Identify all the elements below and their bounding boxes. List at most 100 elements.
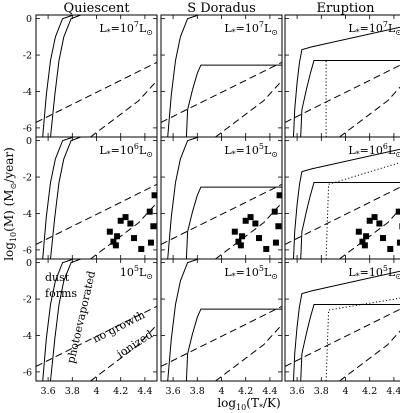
series-longdash-line xyxy=(161,61,282,123)
chart-panels: L*=107L⊙ L*=107L⊙ L*=107L⊙ L*=106L⊙ L*=105L⊙… xyxy=(35,14,400,382)
series-solid-line xyxy=(167,259,199,381)
data-point xyxy=(363,233,370,240)
luminosity-label: L*=107L⊙ xyxy=(99,20,153,37)
luminosity-label: L*=107L⊙ xyxy=(348,20,400,37)
x-axis-label: log10(T*/K) xyxy=(217,396,280,412)
y-tick-label: -4 xyxy=(23,87,32,98)
panel-r0-c1: L*=107L⊙ xyxy=(160,14,283,138)
x-tick-label: 4 xyxy=(342,386,348,397)
x-tick-label: 3.8 xyxy=(190,386,205,397)
series-dotted-line xyxy=(325,162,400,259)
x-tick-label: 3.6 xyxy=(290,386,305,397)
data-point xyxy=(256,235,263,242)
data-point xyxy=(359,238,366,245)
x-tick-label: 3.8 xyxy=(314,386,329,397)
luminosity-label: L*=106L⊙ xyxy=(99,142,153,159)
y-tick-label: -6 xyxy=(23,367,32,378)
y-tick-label: 0 xyxy=(26,136,32,147)
data-point xyxy=(151,192,157,199)
y-tick-label: -2 xyxy=(23,173,32,184)
data-point xyxy=(355,228,362,235)
data-point xyxy=(138,245,145,252)
series-longdash-line xyxy=(285,308,400,367)
data-point xyxy=(263,245,270,252)
series-longdash-line xyxy=(285,64,400,123)
panel-r0-c0: L*=107L⊙ xyxy=(35,14,158,138)
panel-r0-c2: L*=107L⊙ xyxy=(284,14,400,138)
data-point xyxy=(110,238,117,245)
column-title-2: Eruption xyxy=(317,1,376,16)
series-longdash-line xyxy=(161,305,282,367)
y-tick-label: -6 xyxy=(23,123,32,134)
data-point xyxy=(376,220,383,227)
column-title-1: S Doradus xyxy=(187,1,256,16)
series-longdash-line xyxy=(36,305,157,367)
annotation-dust-forms-2: forms xyxy=(45,287,77,300)
y-tick-label: -6 xyxy=(23,245,32,256)
series-longdash-line xyxy=(339,86,400,137)
data-point xyxy=(366,217,373,224)
data-point xyxy=(122,214,129,221)
series-solid-line xyxy=(42,137,74,259)
data-point xyxy=(396,239,400,246)
series-solid-line xyxy=(42,15,74,137)
data-point xyxy=(361,242,368,249)
data-point xyxy=(147,239,154,246)
column-title-0: Quiescent xyxy=(63,1,130,16)
series-longdash-line xyxy=(161,183,282,245)
data-point xyxy=(235,238,242,245)
luminosity-label: L*=105L⊙ xyxy=(224,142,278,159)
series-solid-line xyxy=(185,186,282,259)
data-point xyxy=(127,220,134,227)
data-point xyxy=(247,214,254,221)
x-tick-label: 4 xyxy=(218,386,224,397)
series-solid-line xyxy=(50,137,81,259)
y-tick-labels: 0 -2 -4 -6 0 -2 -4 -6 0 -2 -4 -6 xyxy=(23,14,32,378)
data-point xyxy=(106,228,113,235)
x-tick-label: 3.8 xyxy=(65,386,80,397)
x-tick-label: 4 xyxy=(93,386,99,397)
panel-r1-c1: L*=105L⊙ xyxy=(160,136,283,260)
panel-r1-c2: L*=106L⊙ xyxy=(284,136,400,260)
data-point xyxy=(380,235,387,242)
x-tick-labels: 3.6 3.8 4 4.2 4.4 3.6 3.8 4 4.2 4.4 3.6 3.8 4 4.2 4.4 xyxy=(41,386,400,397)
panel-r2-c2: L*=105L⊙ xyxy=(284,258,400,382)
series-longdash-line xyxy=(36,183,157,245)
series-longdash-line xyxy=(36,61,157,123)
x-tick-label: 3.6 xyxy=(41,386,56,397)
luminosity-label: 105L⊙ xyxy=(120,264,153,281)
luminosity-label: L*=105L⊙ xyxy=(348,264,400,281)
series-solid-line xyxy=(293,270,400,381)
series-longdash-line xyxy=(90,324,157,381)
annotation-photoevaporated: photoevaporated xyxy=(64,270,98,365)
x-tick-label: 4.2 xyxy=(113,386,128,397)
series-solid-line xyxy=(42,259,74,381)
series-longdash-line xyxy=(215,324,282,381)
data-point xyxy=(395,208,400,215)
y-tick-label: -4 xyxy=(23,331,32,342)
series-solid-line xyxy=(50,15,81,137)
data-point xyxy=(237,242,244,249)
series-solid-line xyxy=(185,64,282,137)
data-point xyxy=(252,220,259,227)
luminosity-label: L*=105L⊙ xyxy=(224,264,278,281)
data-point xyxy=(114,233,121,240)
series-solid-line xyxy=(185,308,282,381)
annotations: dust forms photoevaporated no growth ion… xyxy=(45,270,155,365)
series-longdash-line xyxy=(339,330,400,381)
series-longdash-line xyxy=(90,202,157,259)
x-tick-label: 4.4 xyxy=(386,386,400,397)
panel-r1-c0: L*=106L⊙ xyxy=(35,136,158,260)
series-solid-line xyxy=(293,148,400,259)
series-solid-line xyxy=(167,137,199,259)
y-tick-label: -2 xyxy=(23,295,32,306)
series-solid-line xyxy=(50,259,81,381)
data-point xyxy=(387,245,394,252)
x-tick-label: 4.2 xyxy=(238,386,253,397)
series-solid-line xyxy=(293,26,400,137)
data-point xyxy=(271,208,278,215)
y-axis-label: log10(M) (M⊙/year) xyxy=(2,147,18,261)
series-solid-line xyxy=(300,182,400,259)
data-point xyxy=(131,235,138,242)
